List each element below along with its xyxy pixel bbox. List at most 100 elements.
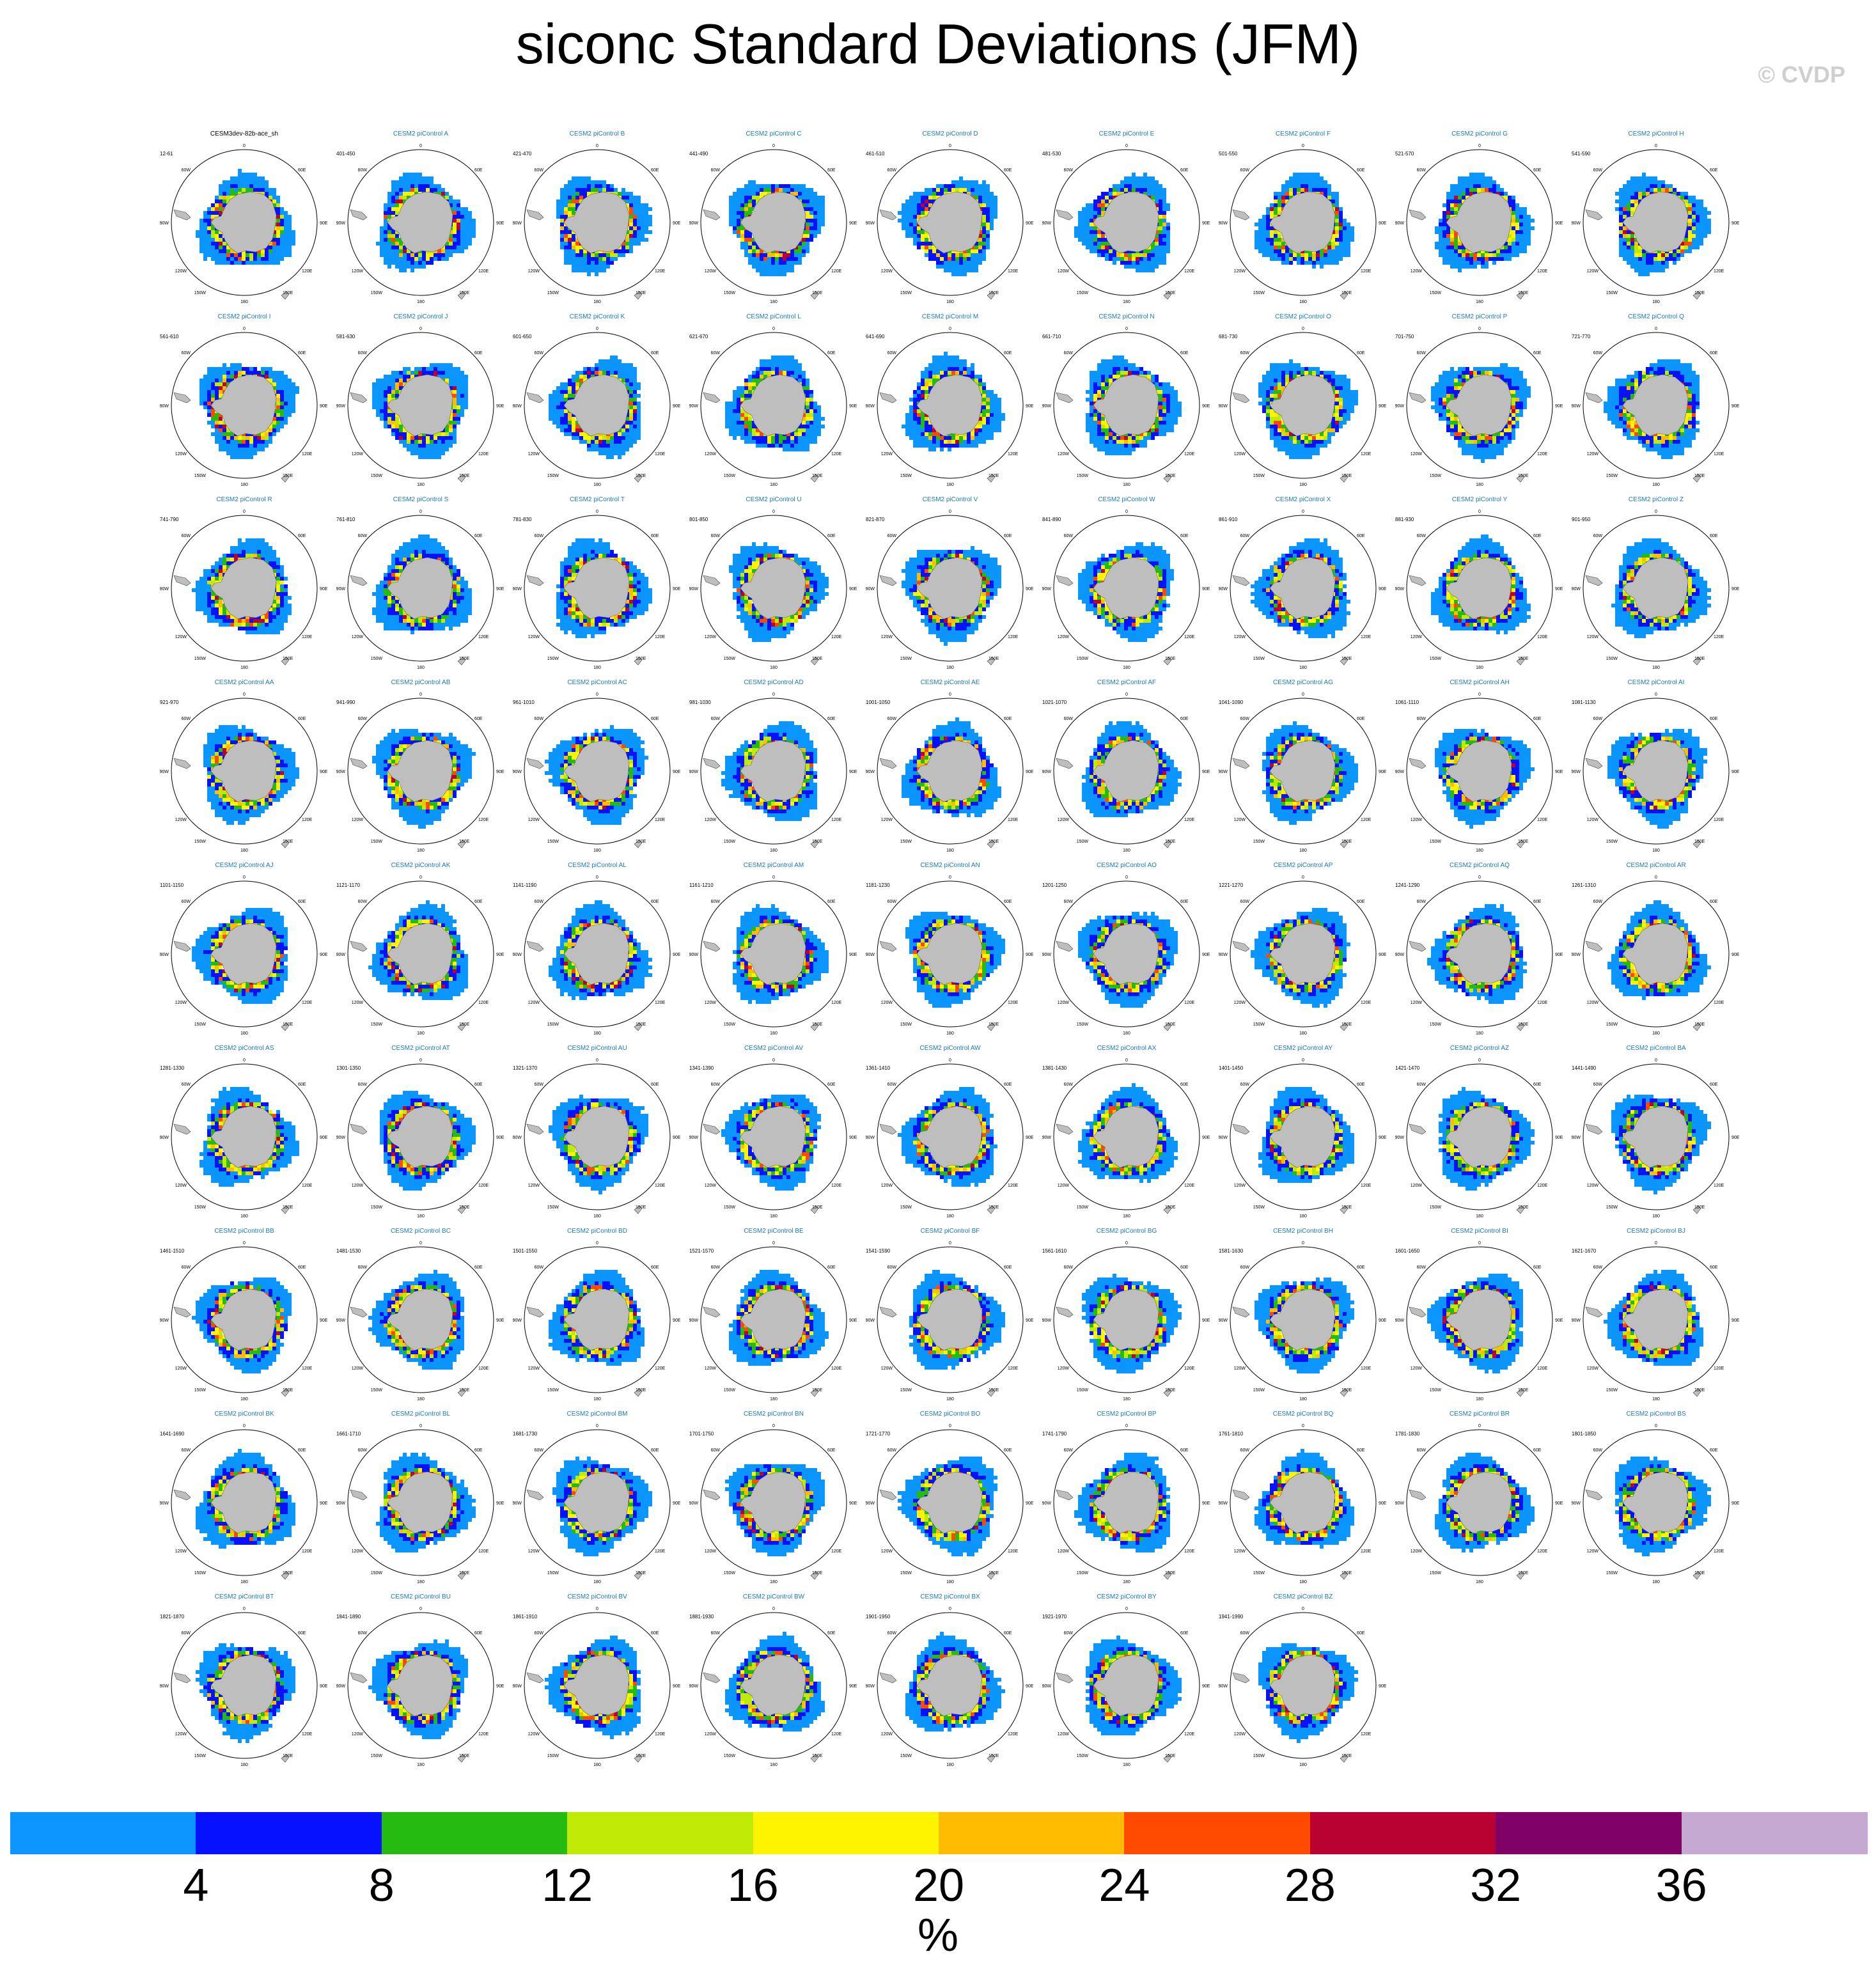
ice-cell <box>1155 230 1159 234</box>
ice-cell <box>552 398 556 402</box>
ice-cell <box>207 249 211 253</box>
ice-cell <box>587 261 591 265</box>
ice-cell <box>441 448 445 451</box>
ice-cell <box>449 199 453 203</box>
ice-cell <box>940 253 944 257</box>
ice-cell <box>1458 180 1462 184</box>
ice-cell <box>272 417 276 421</box>
ice-cell <box>1143 269 1147 272</box>
ice-cell <box>994 402 997 405</box>
ice-cell <box>1684 242 1688 246</box>
ice-cell <box>1312 173 1316 176</box>
ice-cell <box>748 234 752 238</box>
map-boundary-ring <box>877 149 1024 296</box>
ice-cell <box>763 253 767 257</box>
ice-cell <box>1515 253 1519 257</box>
ice-cell <box>280 402 284 405</box>
ice-cell <box>1473 257 1477 261</box>
ice-cell <box>1301 184 1304 188</box>
ice-cell <box>621 451 625 455</box>
ice-cell <box>1496 184 1500 188</box>
ice-cell <box>207 394 211 398</box>
ice-cell <box>779 363 783 367</box>
ice-cell <box>1143 257 1147 261</box>
ice-cell <box>1162 246 1166 249</box>
ice-cell <box>909 421 913 425</box>
ice-cell <box>767 436 771 440</box>
ice-cell <box>223 386 226 390</box>
ice-cell <box>645 215 648 219</box>
panel-title: CESM2 piControl M <box>862 313 1038 320</box>
ice-cell <box>606 436 610 440</box>
ice-cell <box>806 402 809 405</box>
ice-cell <box>1680 242 1684 246</box>
ice-cell <box>1278 199 1281 203</box>
ice-cell <box>1143 371 1147 375</box>
ice-cell <box>269 375 272 379</box>
ice-cell <box>940 184 944 188</box>
ice-cell <box>391 207 395 211</box>
ice-cell <box>809 394 813 398</box>
ice-cell <box>1343 249 1347 253</box>
ice-cell <box>230 379 234 382</box>
ice-cell <box>272 230 276 234</box>
ice-cell <box>1454 253 1458 257</box>
ice-cell <box>1331 253 1335 257</box>
ice-cell <box>261 192 265 196</box>
longitude-label: 0 <box>1655 144 1657 148</box>
ice-cell <box>633 223 637 226</box>
ice-cell <box>614 356 618 359</box>
ice-cell <box>387 246 391 249</box>
ice-cell <box>399 269 403 272</box>
ice-cell <box>610 359 614 363</box>
ice-cell <box>583 249 587 253</box>
antarctica-land <box>740 374 806 437</box>
ice-cell <box>292 409 295 413</box>
ice-cell <box>575 253 579 257</box>
ice-cell <box>725 413 729 417</box>
ice-cell <box>430 455 434 459</box>
ice-cell <box>246 249 249 253</box>
ice-cell <box>564 394 568 398</box>
ice-cell <box>637 409 641 413</box>
ice-cell <box>1634 180 1638 184</box>
ice-cell <box>460 246 464 249</box>
ice-cell <box>809 219 813 223</box>
ice-cell <box>568 238 572 242</box>
ice-cell <box>1266 226 1270 230</box>
ice-cell <box>971 367 974 371</box>
ice-cell <box>265 440 269 444</box>
ice-cell <box>410 173 414 176</box>
ice-cell <box>1677 257 1680 261</box>
ice-cell <box>1477 257 1481 261</box>
ice-cell <box>733 203 737 207</box>
ice-cell <box>756 246 760 249</box>
new-zealand-land <box>457 474 466 483</box>
panel-title: CESM2 piControl B <box>509 130 685 137</box>
ice-cell <box>426 436 430 440</box>
ice-cell <box>1159 238 1162 242</box>
longitude-label: 90W <box>1042 221 1052 226</box>
ice-cell <box>1661 261 1665 265</box>
ice-cell <box>399 257 403 261</box>
ice-cell <box>790 367 794 371</box>
ice-cell <box>453 367 457 371</box>
ice-cell <box>407 173 410 176</box>
ice-cell <box>1650 269 1653 272</box>
ice-cell <box>457 413 460 417</box>
ice-cell <box>794 261 798 265</box>
ice-cell <box>606 440 610 444</box>
ice-cell <box>913 390 917 394</box>
ice-cell <box>767 444 771 448</box>
ice-cell <box>1143 173 1147 176</box>
ice-cell <box>1634 246 1638 249</box>
ice-cell <box>790 253 794 257</box>
ice-cell <box>246 451 249 455</box>
ice-cell <box>579 176 583 180</box>
ice-cell <box>909 234 913 238</box>
ice-cell <box>395 386 399 390</box>
ice-cell <box>771 363 775 367</box>
south-america-land <box>1056 209 1074 221</box>
ice-cell <box>806 413 809 417</box>
